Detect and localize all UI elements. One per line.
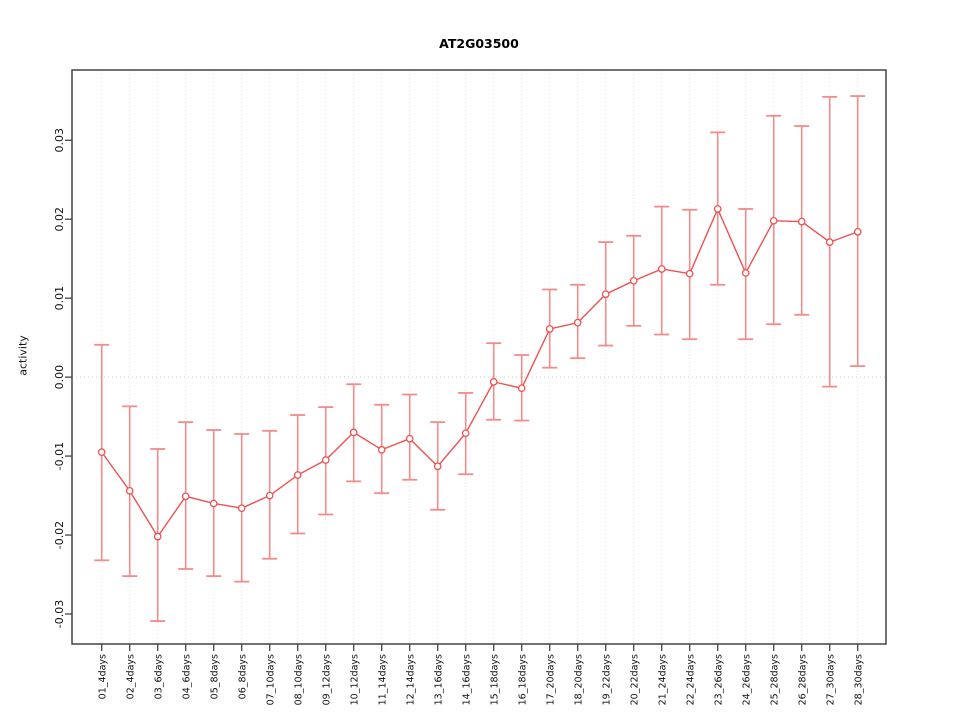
data-point bbox=[293, 471, 302, 479]
data-point bbox=[405, 434, 414, 443]
x-tick-label: 25_28days bbox=[770, 654, 781, 705]
data-point bbox=[181, 492, 190, 501]
x-tick-label: 16_18days bbox=[518, 654, 529, 705]
y-tick-label: -0.02 bbox=[53, 521, 66, 549]
data-point bbox=[209, 499, 218, 508]
x-tick-label: 28_30days bbox=[854, 654, 865, 705]
data-point bbox=[713, 205, 722, 213]
data-point bbox=[349, 428, 358, 437]
x-tick-label: 17_20days bbox=[546, 654, 557, 705]
data-point bbox=[853, 228, 862, 236]
x-tick-label: 12_14days bbox=[406, 654, 417, 705]
x-tick-label: 03_6days bbox=[154, 654, 165, 699]
y-tick-label: 0.01 bbox=[53, 286, 66, 311]
x-tick-label: 02_4days bbox=[126, 654, 137, 699]
y-tick-label: 0.00 bbox=[53, 365, 66, 390]
data-point bbox=[685, 269, 694, 278]
data-point bbox=[237, 504, 246, 513]
y-tick-label: 0.02 bbox=[53, 207, 66, 232]
x-tick-label: 13_16days bbox=[434, 654, 445, 705]
data-point bbox=[125, 486, 134, 495]
data-point bbox=[489, 378, 498, 386]
data-point bbox=[97, 448, 106, 456]
x-tick-label: 06_8days bbox=[238, 654, 249, 699]
x-tick-label: 20_22days bbox=[630, 654, 641, 705]
y-tick-label: -0.01 bbox=[53, 442, 66, 470]
data-point bbox=[657, 265, 666, 273]
x-tick-label: 24_26days bbox=[742, 654, 753, 705]
series-line bbox=[101, 207, 858, 538]
x-tick-label: 27_30days bbox=[826, 654, 837, 705]
plot-border bbox=[71, 69, 887, 645]
data-point bbox=[601, 290, 610, 299]
data-point bbox=[797, 217, 806, 226]
data-point bbox=[545, 325, 554, 333]
data-point bbox=[769, 216, 778, 225]
data-point bbox=[517, 384, 526, 393]
x-tick-label: 22_24days bbox=[686, 654, 697, 705]
x-tick-label: 07_10days bbox=[266, 654, 277, 705]
data-point bbox=[741, 269, 750, 277]
y-tick-label: 0.03 bbox=[53, 128, 66, 153]
y-tick-label: -0.03 bbox=[53, 600, 66, 628]
x-tick-label: 26_28days bbox=[798, 654, 809, 705]
x-tick-label: 04_6days bbox=[182, 654, 193, 699]
x-tick-label: 08_10days bbox=[294, 654, 305, 705]
data-point bbox=[629, 276, 638, 285]
x-tick-label: 19_22days bbox=[602, 654, 613, 705]
x-tick-label: 01_4days bbox=[98, 654, 109, 699]
data-point bbox=[377, 445, 386, 454]
x-tick-label: 14_16days bbox=[462, 654, 473, 705]
x-tick-label: 23_26days bbox=[714, 654, 725, 705]
data-point bbox=[573, 318, 582, 327]
x-tick-label: 11_14days bbox=[378, 654, 389, 705]
x-tick-label: 15_18days bbox=[490, 654, 501, 705]
x-tick-label: 09_12days bbox=[322, 654, 333, 705]
data-point bbox=[433, 462, 442, 471]
chart-title: AT2G03500 bbox=[439, 36, 519, 51]
data-point bbox=[153, 532, 162, 541]
data-point bbox=[321, 456, 330, 464]
x-tick-label: 18_20days bbox=[574, 654, 585, 705]
data-point bbox=[825, 238, 834, 246]
data-point bbox=[265, 491, 274, 500]
data-point bbox=[461, 429, 470, 438]
x-tick-label: 10_12days bbox=[350, 654, 361, 705]
x-tick-label: 21_24days bbox=[658, 654, 669, 705]
x-tick-label: 05_8days bbox=[210, 654, 221, 699]
